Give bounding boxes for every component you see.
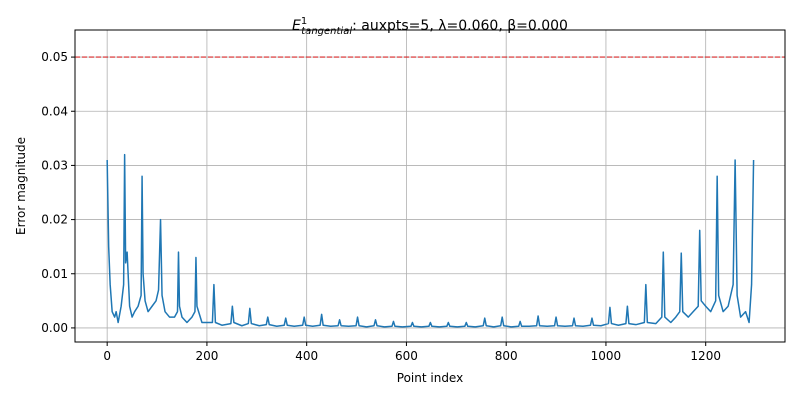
plot-frame bbox=[74, 29, 786, 343]
y-tick-label: 0.01 bbox=[41, 267, 68, 281]
x-axis-label: Point index bbox=[397, 371, 463, 385]
y-tick-label: 0.05 bbox=[41, 50, 68, 64]
x-tick-label: 800 bbox=[495, 349, 518, 363]
title-text: : auxpts=5, λ=0.060, β=0.000 bbox=[352, 18, 568, 34]
title-symbol: E bbox=[292, 18, 301, 34]
x-tick-label: 1200 bbox=[690, 349, 721, 363]
y-tick-label: 0.00 bbox=[41, 321, 68, 335]
x-tick-label: 0 bbox=[103, 349, 111, 363]
x-tick-label: 400 bbox=[295, 349, 318, 363]
y-tick-label: 0.03 bbox=[41, 158, 68, 172]
x-tick-label: 600 bbox=[395, 349, 418, 363]
y-tick-label: 0.04 bbox=[41, 104, 68, 118]
title-superscript: 1 bbox=[301, 16, 307, 27]
y-tick-label: 0.02 bbox=[41, 213, 68, 227]
data-line bbox=[106, 153, 755, 328]
x-tick-label: 1000 bbox=[591, 349, 622, 363]
title-subscript: tangential bbox=[301, 26, 352, 37]
x-tick-label: 200 bbox=[195, 349, 218, 363]
y-axis-label: Error magnitude bbox=[14, 137, 28, 235]
